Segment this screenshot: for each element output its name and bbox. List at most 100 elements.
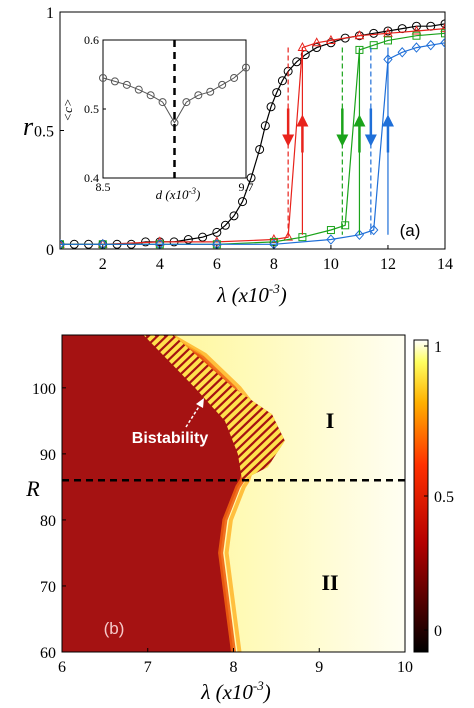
- inset-x-tick-label: 8.5: [96, 180, 111, 194]
- series-0-point: [277, 76, 287, 86]
- series-0-point: [312, 43, 322, 53]
- x-tick-label: 7: [144, 659, 152, 676]
- inset-point: [218, 80, 227, 89]
- series-0-point: [292, 57, 302, 67]
- inset-point: [122, 80, 131, 89]
- bistable-stripe: [0, 335, 10, 652]
- panel-b-x-ticks: 6 7 8 9 10: [58, 648, 413, 676]
- series-3-point: [397, 47, 407, 58]
- y-tick-label: 60: [40, 645, 56, 662]
- inset-point: [158, 98, 167, 107]
- series-1-point: [440, 23, 445, 33]
- hysteresis-arrow-up: [381, 114, 394, 127]
- inset-point: [182, 98, 191, 107]
- panel-a-tag: (a): [400, 221, 421, 240]
- panel-a-hysteresis-arrows: [282, 47, 394, 235]
- bistable-stripe: [0, 335, 28, 652]
- inset-line: [102, 67, 247, 124]
- series-2-point: [383, 36, 392, 45]
- inset-point: [146, 91, 155, 100]
- heatmap-transition-edge-outer: [169, 335, 268, 652]
- series-3-point: [426, 39, 436, 51]
- series-2-point: [412, 31, 421, 40]
- series-3-point: [60, 239, 65, 249]
- bistable-stripe: [143, 335, 255, 481]
- inset-ticks: 8.5 9.7 0.4 0.5 0.6: [84, 33, 254, 194]
- series-2-point: [369, 41, 378, 50]
- y-tick-label: 90: [40, 447, 56, 464]
- panel-a-x-label-exp: -3: [269, 281, 280, 296]
- panel-a-x-label: λ (x10-3): [216, 281, 287, 307]
- hysteresis-arrow-down: [364, 134, 377, 147]
- inset-x-label-close: ): [195, 187, 200, 202]
- inset-y-label: <c>: [60, 98, 75, 121]
- inset-x-tick-label: 9.7: [239, 180, 254, 194]
- bistable-stripe: [143, 335, 273, 481]
- inset-point: [194, 91, 203, 100]
- series-0-point: [266, 102, 276, 112]
- series-1-point: [311, 37, 322, 47]
- series-line-3: [60, 42, 445, 245]
- y-tick-label: 70: [40, 579, 56, 596]
- series-0-point: [220, 220, 230, 230]
- bistable-stripe: [143, 335, 264, 481]
- heatmap-area: [0, 335, 405, 652]
- series-1-point: [411, 25, 422, 35]
- series-2-point: [326, 226, 335, 235]
- series-1-point: [60, 238, 65, 248]
- panel-a-inset: 8.5 9.7 0.4 0.5 0.6 <c> d (x10-3): [60, 33, 254, 202]
- inset-x-label: d (x10-3): [156, 186, 201, 202]
- inset-point: [110, 77, 119, 86]
- series-0-point: [369, 28, 379, 38]
- inset-series: [99, 40, 250, 178]
- hysteresis-arrow-down: [336, 134, 349, 147]
- series-3-point: [440, 37, 445, 49]
- y-tick-label: 1: [46, 5, 54, 22]
- inset-y-tick-label: 0.6: [84, 33, 99, 47]
- y-tick-label: 0.5: [34, 124, 54, 141]
- series-3-point: [354, 229, 365, 241]
- colorbar-ticks: 10.50: [424, 339, 454, 640]
- series-0-point: [238, 197, 248, 207]
- colorbar-tick-label: 1: [434, 339, 442, 356]
- series-1-point: [326, 34, 336, 44]
- series-3-point: [326, 234, 336, 245]
- panel-a-y-label: r: [23, 112, 34, 141]
- inset-point: [206, 87, 215, 96]
- panel-a-x-label-main: λ (x10: [216, 283, 269, 307]
- bistability-arrow-head: [196, 398, 204, 408]
- x-tick-label: 6: [58, 659, 66, 676]
- x-tick-label: 12: [380, 256, 396, 273]
- panel-b-x-label-close: ): [263, 680, 271, 704]
- series-1-point: [383, 27, 393, 37]
- series-2-point: [341, 221, 350, 230]
- hysteresis-arrow-down: [282, 134, 295, 147]
- series-0-point: [229, 211, 239, 221]
- hysteresis-arrow-up: [353, 114, 366, 127]
- series-0-point: [246, 173, 256, 183]
- bistable-stripe: [143, 335, 282, 481]
- x-tick-label: 14: [437, 256, 453, 273]
- inset-point: [242, 63, 250, 72]
- inset-y-tick-label: 0.5: [84, 102, 99, 116]
- x-tick-label: 10: [323, 256, 339, 273]
- panel-a-x-label-close: ): [279, 283, 287, 307]
- panel-a-x-ticks: 2 4 6 8 10 12 14: [99, 245, 453, 273]
- y-tick-label: 80: [40, 513, 56, 530]
- region-label-ii: II: [321, 570, 338, 595]
- y-tick-label: 100: [32, 381, 56, 398]
- inset-point: [99, 73, 107, 82]
- inset-y-tick-label: 0.4: [84, 171, 99, 185]
- x-tick-label: 8: [270, 256, 278, 273]
- panel-a: 2 4 6 8 10 12 14 00.51 r λ (x10-3) (a) 8.5 9.70…: [23, 5, 453, 307]
- series-3-point: [411, 42, 422, 53]
- hysteresis-arrow-up: [296, 114, 309, 127]
- bistable-stripe: [0, 335, 19, 652]
- x-tick-label: 2: [99, 256, 107, 273]
- panel-b-y-label: R: [25, 476, 40, 501]
- panel-b-x-label-exp: -3: [253, 678, 264, 693]
- series-1-point: [354, 30, 365, 40]
- panel-b-tag: (b): [104, 619, 125, 638]
